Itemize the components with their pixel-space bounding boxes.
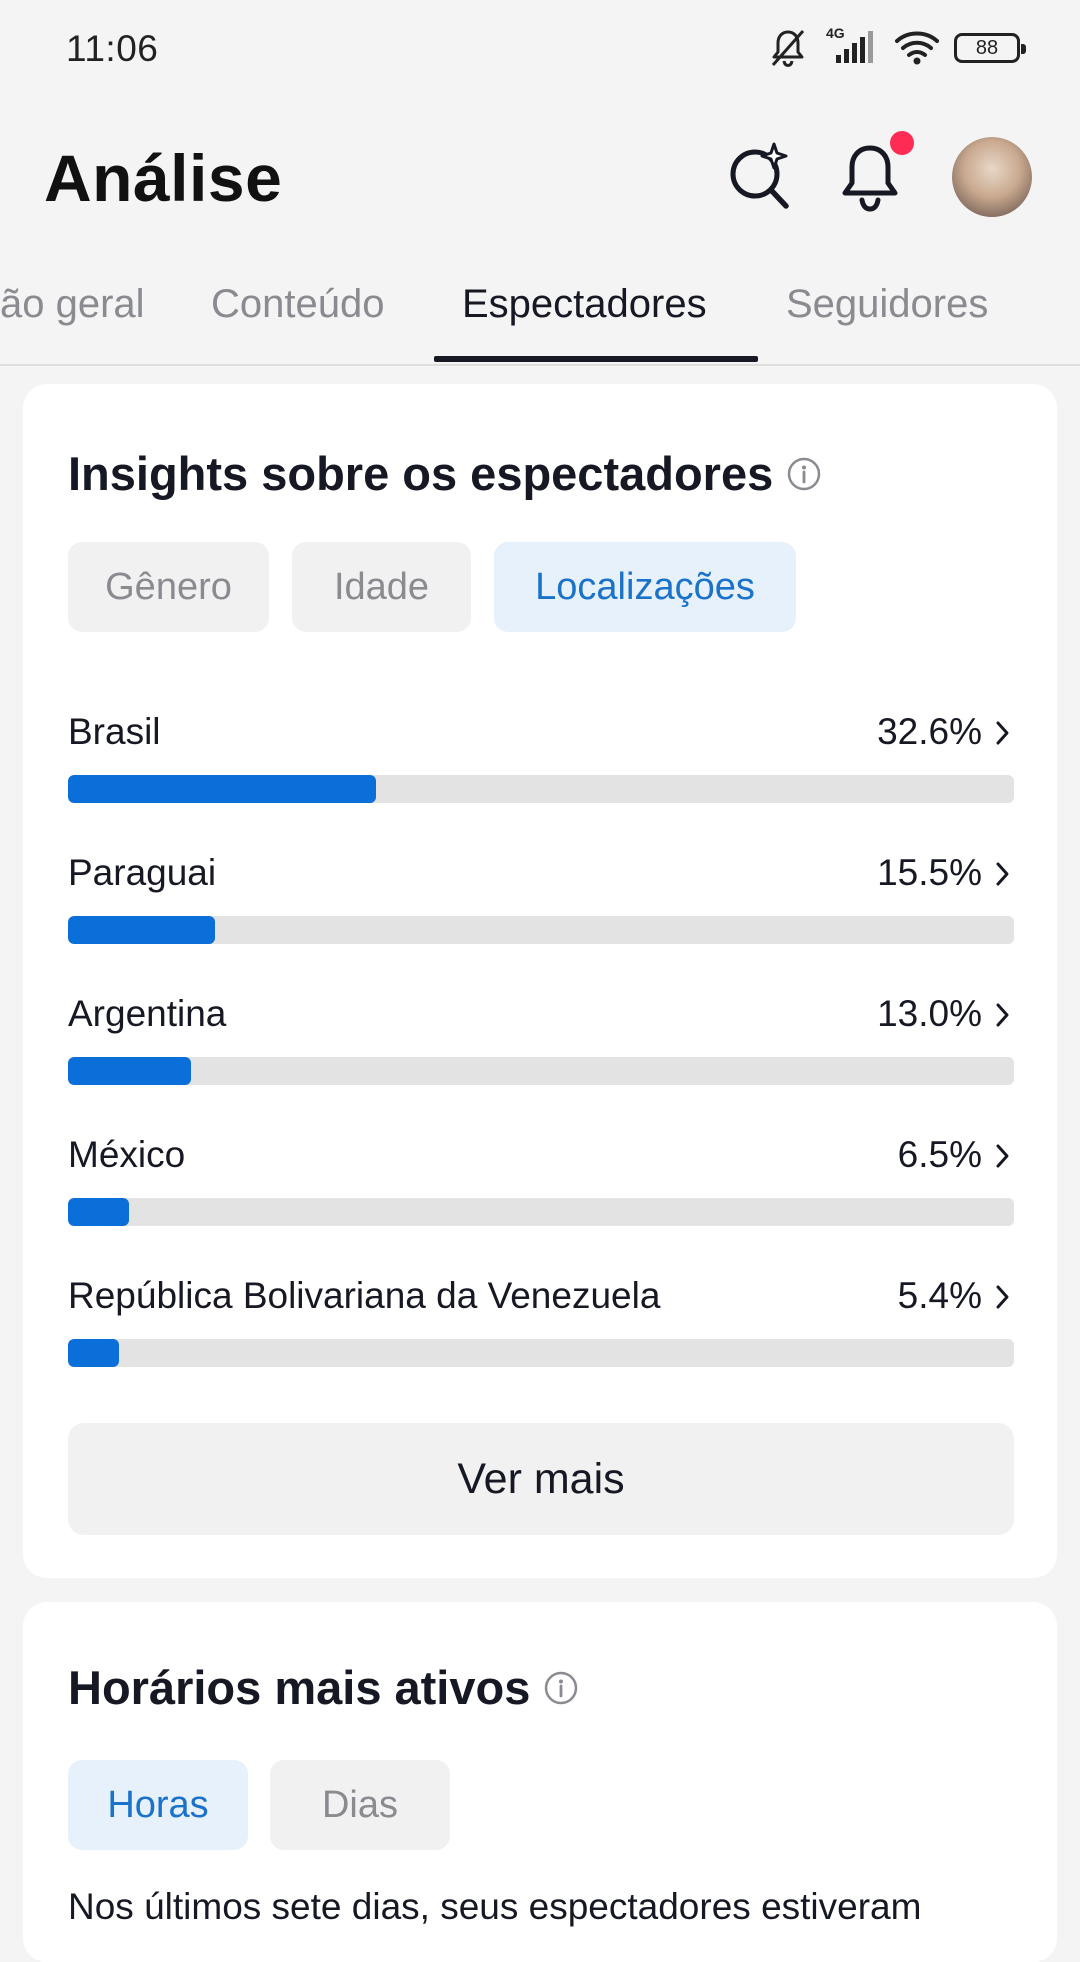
see-more-button[interactable]: Ver mais — [68, 1423, 1014, 1535]
location-percent: 5.4% — [897, 1275, 982, 1316]
status-icons: 4G 88 — [768, 24, 1026, 72]
location-name: México — [68, 1134, 186, 1175]
location-row[interactable]: República Bolivariana da Venezuela 5.4% — [68, 1275, 1014, 1385]
network-label: 4G — [826, 25, 845, 41]
chevron-right-icon[interactable] — [990, 1140, 1014, 1172]
chevron-right-icon[interactable] — [990, 999, 1014, 1031]
ai-search-icon[interactable] — [724, 140, 796, 212]
tab-content[interactable]: Conteúdo — [211, 282, 385, 326]
location-row[interactable]: Argentina 13.0% — [68, 993, 1014, 1103]
chevron-right-icon[interactable] — [990, 858, 1014, 890]
active-times-description: Nos últimos sete dias, seus espectadores… — [68, 1886, 922, 1927]
muted-bell-icon — [771, 30, 805, 68]
location-bar-fill — [68, 1057, 191, 1085]
viewer-insights-title: Insights sobre os espectadores — [68, 446, 821, 501]
avatar[interactable] — [952, 137, 1032, 217]
location-bar-track — [68, 775, 1014, 803]
location-row[interactable]: Paraguai 15.5% — [68, 852, 1014, 962]
status-time: 11:06 — [66, 28, 159, 69]
location-percent: 13.0% — [877, 993, 982, 1034]
chevron-right-icon[interactable] — [990, 1281, 1014, 1313]
location-name: República Bolivariana da Venezuela — [68, 1275, 661, 1316]
location-name: Paraguai — [68, 852, 217, 893]
location-bar-track — [68, 1057, 1014, 1085]
location-percent: 15.5% — [877, 852, 982, 893]
location-name: Brasil — [68, 711, 161, 752]
tab-viewers[interactable]: Espectadores — [462, 282, 707, 326]
active-times-card: Horários mais ativos Horas Dias — [23, 1602, 1057, 1962]
location-percent: 6.5% — [897, 1134, 982, 1175]
location-row[interactable]: México 6.5% — [68, 1134, 1014, 1244]
signal-icon: 4G — [822, 25, 880, 69]
chevron-right-icon[interactable] — [990, 717, 1014, 749]
filter-hours[interactable]: Horas — [68, 1760, 248, 1850]
active-times-title: Horários mais ativos — [68, 1660, 578, 1715]
filter-locations[interactable]: Localizações — [494, 542, 796, 632]
location-bar-track — [68, 1339, 1014, 1367]
status-bar: 11:06 4G 88 — [0, 0, 1080, 100]
location-bar-fill — [68, 916, 215, 944]
active-tab-indicator — [434, 356, 758, 362]
viewer-insights-title-text: Insights sobre os espectadores — [68, 447, 774, 500]
filter-days[interactable]: Dias — [270, 1760, 450, 1850]
location-percent: 32.6% — [877, 711, 982, 752]
location-bar-fill — [68, 775, 377, 803]
info-icon[interactable] — [544, 1671, 578, 1705]
tab-followers[interactable]: Seguidores — [786, 282, 989, 326]
analytics-tabs: ão geral Conteúdo Espectadores Seguidore… — [0, 270, 1080, 366]
active-times-title-text: Horários mais ativos — [68, 1661, 531, 1714]
location-row[interactable]: Brasil 32.6% — [68, 711, 1014, 821]
location-name: Argentina — [68, 993, 227, 1034]
notification-dot — [890, 131, 914, 155]
info-icon[interactable] — [787, 457, 821, 491]
location-bar-track — [68, 1198, 1014, 1226]
tab-overview[interactable]: ão geral — [0, 282, 145, 326]
page-title: Análise — [44, 141, 283, 215]
location-bar-track — [68, 916, 1014, 944]
battery-icon: 88 — [954, 33, 1026, 63]
viewer-insights-card: Insights sobre os espectadores Gênero Id… — [23, 384, 1057, 1578]
location-bar-fill — [68, 1339, 120, 1367]
location-bar-fill — [68, 1198, 130, 1226]
filter-gender[interactable]: Gênero — [68, 542, 269, 632]
bell-icon[interactable] — [836, 142, 904, 214]
filter-age[interactable]: Idade — [292, 542, 471, 632]
wifi-icon — [895, 31, 939, 65]
